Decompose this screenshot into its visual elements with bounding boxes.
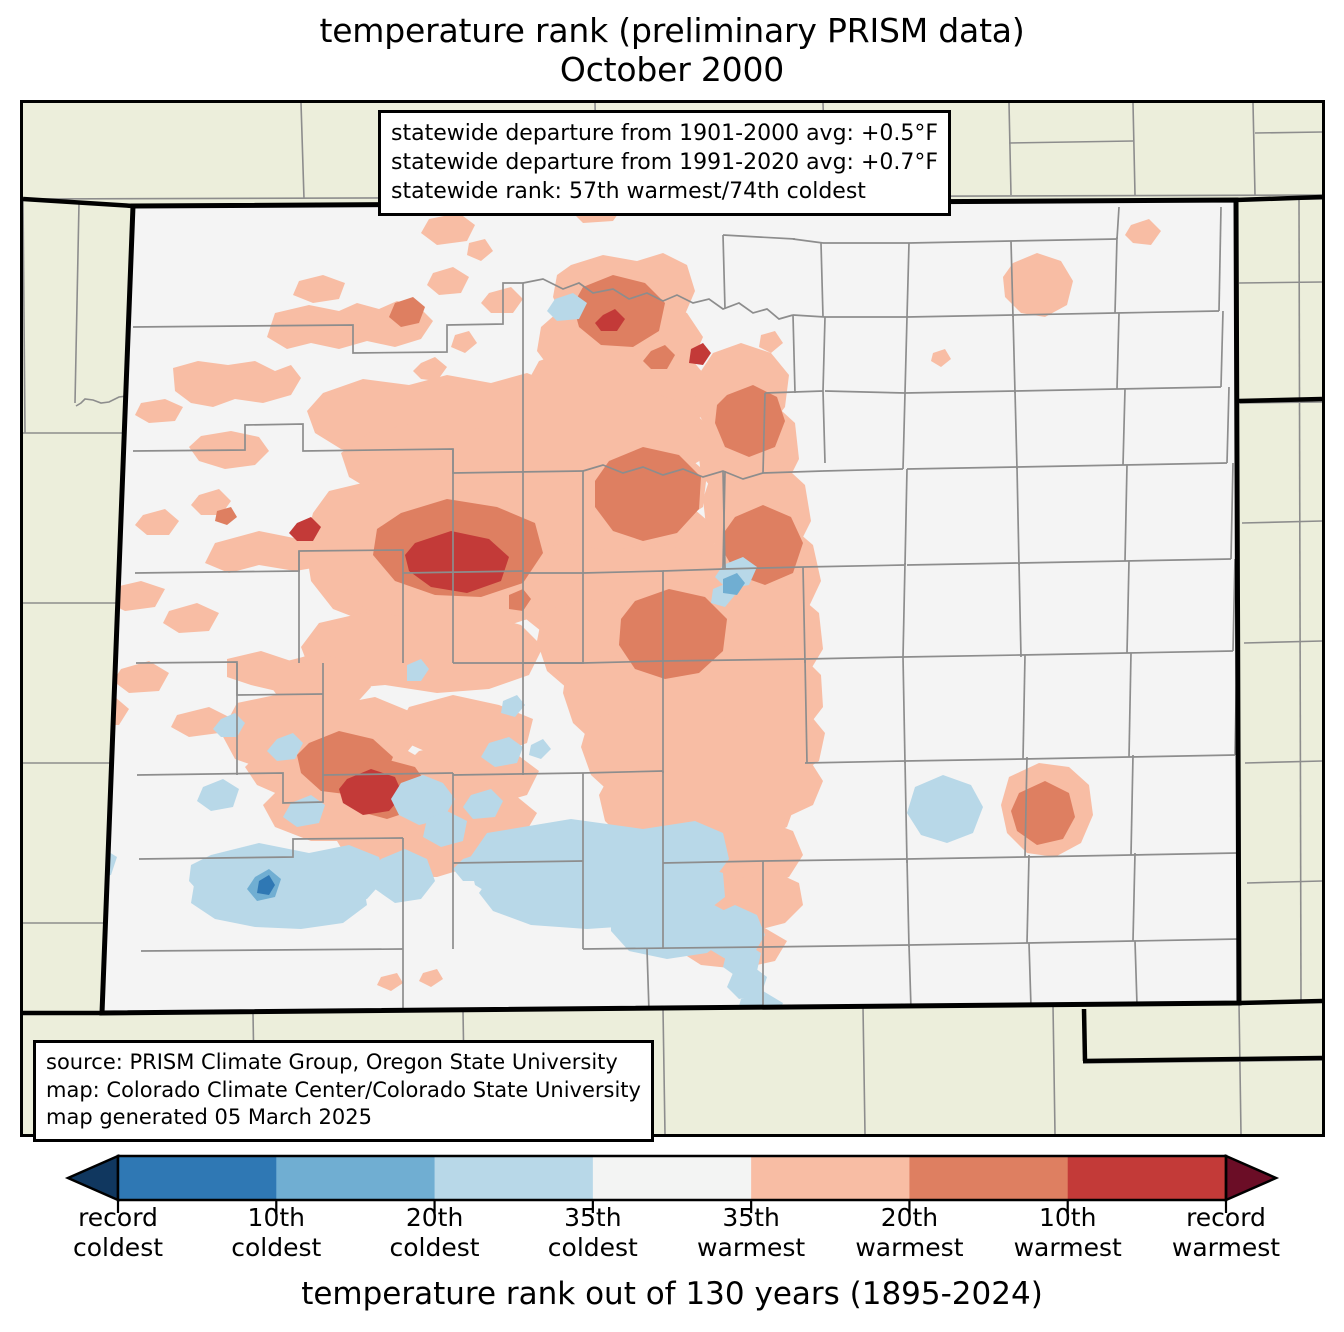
colorbar-label-0: record coldest — [38, 1203, 198, 1262]
colorbar-legend: record coldest 10th coldest 20th coldest 35th c… — [0, 1148, 1344, 1332]
cool-35th-regions — [102, 293, 983, 1013]
colorbar-label-7: record warmest — [1146, 1203, 1306, 1262]
colorbar-segment-1 — [276, 1156, 436, 1200]
colorbar-cap-record-coldest — [64, 1154, 120, 1202]
colorbar-label-top-6: 10th — [1038, 1203, 1097, 1232]
colorbar-outline — [116, 1154, 1228, 1202]
colorbar-cap-record-warmest — [1224, 1154, 1280, 1202]
stats-line-1: statewide departure from 1901-2000 avg: … — [391, 121, 939, 146]
colorbar-label-bottom-4: warmest — [697, 1232, 806, 1262]
source-attribution-box: source: PRISM Climate Group, Oregon Stat… — [33, 1040, 654, 1143]
colorbar-segment-0 — [118, 1156, 277, 1200]
colorbar-label-bottom-3: coldest — [547, 1232, 638, 1262]
colorbar-ticks — [116, 1200, 1228, 1213]
colorbar-label-top-5: 20th — [880, 1203, 939, 1232]
stats-line-3: statewide rank: 57th warmest/74th coldes… — [391, 179, 866, 205]
colorbar-label-top-7: record — [1186, 1203, 1266, 1232]
colorado-temperature-rank-map — [23, 103, 1322, 1134]
colorbar-segments — [64, 1154, 1280, 1202]
colorbar-segment-2 — [434, 1156, 594, 1200]
colorbar-label-bottom-2: coldest — [389, 1232, 480, 1262]
colorbar-label-bottom-7: warmest — [1171, 1232, 1281, 1262]
colorbar-label-bottom-6: warmest — [1013, 1232, 1122, 1262]
colorbar-caption: temperature rank out of 130 years (1895-… — [301, 1276, 1043, 1312]
colorbar-label-bottom-1: coldest — [231, 1232, 322, 1262]
colorbar-label-bottom-0: coldest — [72, 1232, 164, 1262]
page-title: temperature rank (preliminary PRISM data… — [0, 11, 1344, 90]
stats-line-2: statewide departure from 1991-2020 avg: … — [391, 150, 939, 176]
colorbar-label-4: 35th warmest — [671, 1203, 831, 1262]
colorbar-label-top-1: 10th — [247, 1203, 306, 1232]
colorado-county-lines — [132, 206, 1239, 1012]
colorbar-label-bottom-5: warmest — [855, 1232, 964, 1262]
warm-10th-regions — [289, 309, 711, 815]
colorbar-label-top-4: 35th — [722, 1203, 780, 1232]
colorbar-label-top-3: 35th — [564, 1203, 622, 1232]
colorbar-label-5: 20th warmest — [829, 1203, 989, 1262]
source-line-2: map: Colorado Climate Center/Colorado St… — [46, 1077, 641, 1102]
cool-10th-regions — [257, 875, 275, 895]
map-panel — [20, 100, 1325, 1137]
colorbar-segment-5 — [909, 1156, 1069, 1200]
source-line-1: source: PRISM Climate Group, Oregon Stat… — [46, 1050, 618, 1074]
colorbar-label-3: 35th coldest — [513, 1203, 673, 1262]
colorbar-label-1: 10th coldest — [196, 1203, 356, 1262]
colorbar-label-top-2: 20th — [405, 1203, 464, 1232]
colorbar-segment-4 — [751, 1156, 910, 1200]
title-line-2: October 2000 — [559, 49, 785, 89]
colorbar-label-top-0: record — [78, 1203, 158, 1232]
source-line-3: map generated 05 March 2025 — [46, 1105, 373, 1130]
neighbor-state-borders — [23, 194, 1322, 1064]
colorbar-svg — [64, 1154, 1280, 1213]
title-line-1: temperature rank (preliminary PRISM data… — [319, 11, 1025, 50]
colorbar-segment-3 — [592, 1156, 752, 1200]
colorbar-segment-6 — [1067, 1156, 1227, 1200]
colorbar-label-6: 10th warmest — [988, 1203, 1148, 1262]
colorbar-label-2: 20th coldest — [355, 1203, 515, 1262]
colorado-interior — [102, 200, 1239, 1013]
statewide-stats-box: statewide departure from 1901-2000 avg: … — [378, 110, 952, 217]
